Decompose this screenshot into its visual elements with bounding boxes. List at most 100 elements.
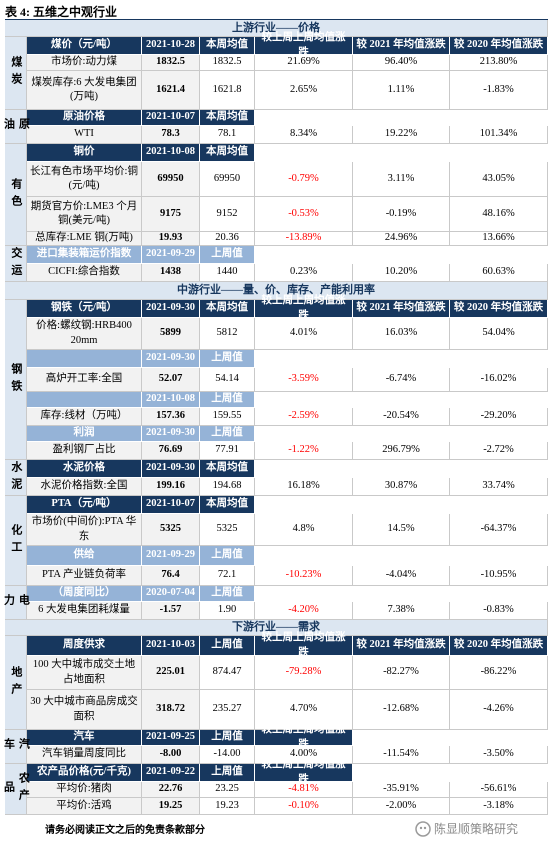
data-cell: -10.95% xyxy=(450,566,548,586)
data-cell: -16.02% xyxy=(450,368,548,392)
data-cell: 19.93 xyxy=(142,232,200,246)
data-cell: 318.72 xyxy=(142,690,200,730)
header-cell: 较上周上周均值涨跌 xyxy=(255,759,353,785)
data-cell: -0.79% xyxy=(255,162,353,197)
data-cell: -3.59% xyxy=(255,368,353,392)
data-cell: 1621.4 xyxy=(142,71,200,110)
footer-note: 请务必阅读正文之后的免责条款部分 xyxy=(45,825,205,836)
sector-text: 农产品 xyxy=(2,772,30,806)
watermark: 陈显顺策略研究 xyxy=(434,822,519,836)
header-cell: 较 2020 年均值涨跌 xyxy=(450,636,548,656)
data-cell: 2.65% xyxy=(255,71,353,110)
data-cell: -79.28% xyxy=(255,656,353,690)
data-cell: 16.18% xyxy=(255,478,353,496)
data-cell: 13.66% xyxy=(450,232,548,246)
section-title: 上游行业——价格 xyxy=(5,20,548,37)
data-cell: -56.61% xyxy=(450,782,548,798)
sector-label: 农产品 xyxy=(3,764,29,815)
data-cell: 21.69% xyxy=(255,55,353,71)
data-cell: 0.23% xyxy=(255,264,353,282)
data-cell: -35.91% xyxy=(353,782,450,798)
header-cell: 较上周上周均值涨跌 xyxy=(255,724,353,750)
data-cell: 4.01% xyxy=(255,318,353,350)
data-cell: -0.10% xyxy=(255,798,353,815)
data-cell: -3.18% xyxy=(450,798,548,815)
data-cell: -13.89% xyxy=(255,232,353,246)
data-cell: -8.00 xyxy=(142,746,200,764)
header-cell: 较上周上周均值涨跌 xyxy=(255,32,353,58)
data-cell: 76.4 xyxy=(142,566,200,586)
data-cell: 43.05% xyxy=(450,162,548,197)
data-cell: 48.16% xyxy=(450,197,548,232)
header-cell: 较上周上周均值涨跌 xyxy=(255,295,353,321)
data-cell: 159.55 xyxy=(200,408,255,426)
row-label: 盈利钢厂占比 xyxy=(27,442,142,460)
section-title: 下游行业——需求 xyxy=(5,620,548,636)
subheader-cell: 进口集装箱运价指数 xyxy=(27,246,142,264)
row-label: 总库存:LME 铜(万吨) xyxy=(27,232,142,246)
data-cell: 8.34% xyxy=(255,126,353,144)
sector-text: 电力 xyxy=(2,594,30,611)
data-cell: 96.40% xyxy=(353,55,450,71)
row-label: 100 大中城市成交土地占地面积 xyxy=(27,656,142,690)
sector-text: 水泥 xyxy=(9,460,22,495)
data-cell: 54.04% xyxy=(450,318,548,350)
sector-label: 地产 xyxy=(5,636,27,730)
row-label: 30 大中城市商品房成交面积 xyxy=(27,690,142,730)
data-cell: -4.20% xyxy=(255,602,353,620)
subheader-cell: 2021-09-30 xyxy=(142,426,200,442)
data-cell: 194.68 xyxy=(200,478,255,496)
data-cell: -0.83% xyxy=(450,602,548,620)
row-label: 高炉开工率:全国 xyxy=(27,368,142,392)
row-label: 长江有色市场平均价:铜(元/吨) xyxy=(27,162,142,197)
header-cell: 本周均值 xyxy=(200,144,255,162)
header-cell: 本周均值 xyxy=(200,496,255,514)
data-cell: 69950 xyxy=(200,162,255,197)
subheader-cell: 2021-09-29 xyxy=(142,246,200,264)
row-label: 平均价:猪肉 xyxy=(27,782,142,798)
data-cell: 5325 xyxy=(142,514,200,546)
header-cell: 较 2021 年均值涨跌 xyxy=(353,636,450,656)
header-cell: 本周均值 xyxy=(200,37,255,55)
subheader-cell: 2021-09-29 xyxy=(142,546,200,566)
subheader-cell: 上周值 xyxy=(200,392,255,408)
subheader-cell: 供给 xyxy=(27,546,142,566)
sector-text: 原油 xyxy=(2,118,30,135)
header-cell: 2021-10-07 xyxy=(142,496,200,514)
header-cell: 周度供求 xyxy=(27,636,142,656)
watermark-icon xyxy=(415,821,431,837)
sector-label: 水泥 xyxy=(5,460,27,496)
data-cell: 1832.5 xyxy=(142,55,200,71)
row-label: WTI xyxy=(27,126,142,144)
title-rule xyxy=(5,19,548,20)
data-cell: -64.37% xyxy=(450,514,548,546)
row-label: 库存:线材（万吨） xyxy=(27,408,142,426)
data-cell: 225.01 xyxy=(142,656,200,690)
header-cell: 上周值 xyxy=(200,730,255,746)
subheader-cell: 2021-09-30 xyxy=(142,350,200,368)
data-cell: 52.07 xyxy=(142,368,200,392)
data-cell: 3.11% xyxy=(353,162,450,197)
header-cell: 2021-10-03 xyxy=(142,636,200,656)
header-cell: 2021-09-22 xyxy=(142,764,200,782)
data-cell: 213.80% xyxy=(450,55,548,71)
sector-label: 钢铁 xyxy=(5,300,27,460)
sector-label: 化工 xyxy=(5,496,27,586)
data-cell: 23.25 xyxy=(200,782,255,798)
data-cell: 54.14 xyxy=(200,368,255,392)
subheader-cell xyxy=(27,392,142,408)
data-cell: 14.5% xyxy=(353,514,450,546)
sector-label: 汽车 xyxy=(3,730,29,764)
data-cell: 9152 xyxy=(200,197,255,232)
header-cell: 较 2020 年均值涨跌 xyxy=(450,300,548,318)
row-label: 价格:螺纹钢:HRB400 20mm xyxy=(27,318,142,350)
data-cell: 19.23 xyxy=(200,798,255,815)
data-cell: 1.90 xyxy=(200,602,255,620)
data-cell: 60.63% xyxy=(450,264,548,282)
header-cell: 本周均值 xyxy=(200,300,255,318)
sector-label: 煤炭 xyxy=(5,37,27,110)
header-cell: 原油价格 xyxy=(27,110,142,126)
data-cell: -4.26% xyxy=(450,690,548,730)
sector-text: 化工 xyxy=(9,523,22,558)
